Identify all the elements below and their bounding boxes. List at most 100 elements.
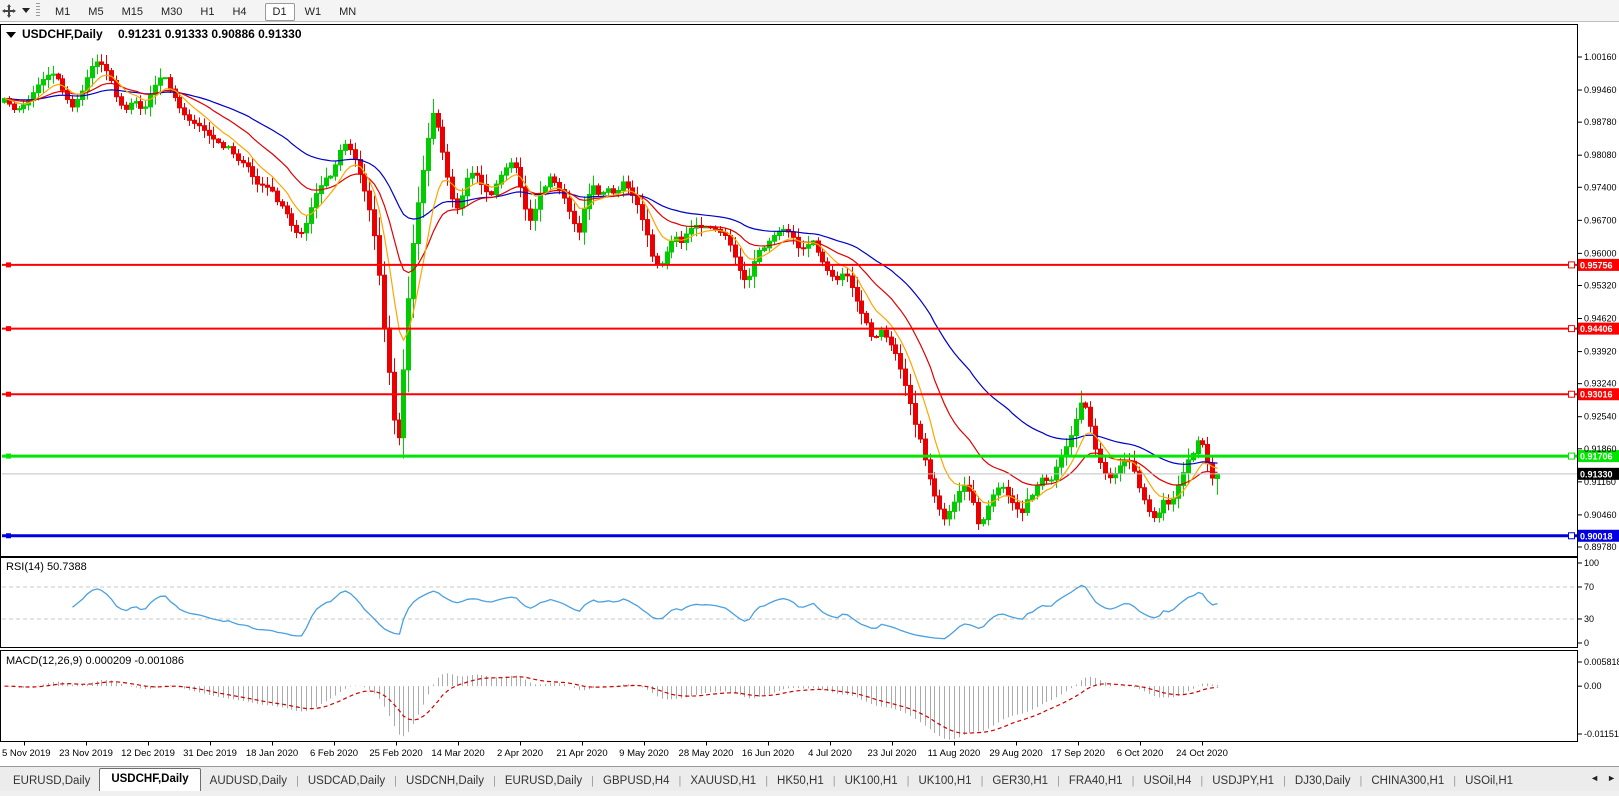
timeframe-button-m15[interactable]: M15 xyxy=(121,5,143,18)
chart-collapse-icon[interactable] xyxy=(6,32,16,38)
tab-usdcad-daily[interactable]: USDCAD,Daily xyxy=(307,775,386,787)
tab-usdchf-daily[interactable]: USDCHF,Daily xyxy=(99,768,201,791)
tab-xauusd-h1[interactable]: XAUUSD,H1 xyxy=(690,775,757,787)
scale-tick-label: 0.98780 xyxy=(1584,117,1617,127)
scale-tick-label: 0.91160 xyxy=(1584,477,1616,487)
candle-body xyxy=(791,231,796,238)
candle-body xyxy=(1166,499,1171,505)
line-left-handle[interactable] xyxy=(6,326,11,332)
timeframe-button-h4[interactable]: H4 xyxy=(232,5,247,18)
candle-body xyxy=(1103,462,1108,474)
candle-body xyxy=(601,191,606,195)
candle-body xyxy=(976,501,981,525)
timeframe-button-w1[interactable]: W1 xyxy=(304,5,322,18)
candle-body xyxy=(767,240,772,249)
tab-divider: | xyxy=(1359,775,1363,787)
tab-usoil-h1[interactable]: USOil,H1 xyxy=(1465,775,1514,787)
tabs-scroll-right-icon[interactable]: ► xyxy=(1607,773,1616,783)
candle-body xyxy=(148,94,153,108)
scale-tick-label: 0.90460 xyxy=(1584,510,1617,520)
tab-divider: | xyxy=(1453,775,1457,787)
tab-divider: | xyxy=(394,775,398,787)
line-left-handle[interactable] xyxy=(6,391,11,397)
moving-average-line-45[interactable] xyxy=(4,89,1218,465)
chevron-down-icon[interactable] xyxy=(22,8,30,13)
moving-average-line-20[interactable] xyxy=(4,82,1218,486)
price-label: 0.94406 xyxy=(1580,324,1613,334)
tab-usdcnh-daily[interactable]: USDCNH,Daily xyxy=(406,775,484,787)
price-scale: 0.95756 0.94406 0.93016 0.91706 0.90018 1.001… xyxy=(1577,52,1619,739)
candle-body xyxy=(645,219,650,236)
tab-uk100-h1[interactable]: UK100,H1 xyxy=(918,775,972,787)
tab-gbpusd-h4[interactable]: GBPUSD,H4 xyxy=(603,775,670,787)
timeframe-button-d1[interactable]: D1 xyxy=(264,2,295,21)
candle-body xyxy=(557,181,562,191)
line-right-handle[interactable] xyxy=(1568,452,1575,460)
candle-body xyxy=(221,142,226,149)
tab-fra40-h1[interactable]: FRA40,H1 xyxy=(1068,775,1123,787)
candle-body xyxy=(621,181,626,191)
tab-usdjpy-h1[interactable]: USDJPY,H1 xyxy=(1212,775,1275,787)
candle-body xyxy=(869,322,874,337)
tab-eurusd-daily[interactable]: EURUSD,Daily xyxy=(504,775,583,787)
candle-body xyxy=(421,169,426,204)
candle-body xyxy=(845,273,850,277)
timeframe-button-m5[interactable]: M5 xyxy=(88,5,104,18)
timeframe-button-h1[interactable]: H1 xyxy=(200,5,215,18)
candle-body xyxy=(270,186,275,192)
tab-divider: | xyxy=(1283,775,1286,787)
macd-scale-label: 0.00 xyxy=(1584,681,1602,691)
tab-audusd-daily[interactable]: AUDUSD,Daily xyxy=(209,775,287,787)
candle-body xyxy=(177,96,182,109)
candle-body xyxy=(893,344,898,355)
candle-body xyxy=(689,227,694,235)
tab-hk50-h1[interactable]: HK50,H1 xyxy=(777,775,824,787)
timeframe-button-m30[interactable]: M30 xyxy=(160,5,183,18)
candle-body xyxy=(431,112,436,139)
candle-body xyxy=(1171,497,1176,505)
date-label: 17 Sep 2020 xyxy=(1051,748,1105,759)
candle-body xyxy=(552,176,557,183)
candle-body xyxy=(367,190,372,211)
line-right-handle[interactable] xyxy=(1568,390,1575,398)
tab-uk100-h1[interactable]: UK100,H1 xyxy=(844,775,898,787)
tab-china300-h1[interactable]: CHINA300,H1 xyxy=(1371,775,1445,787)
tab-usoil-h4[interactable]: USOil,H4 xyxy=(1143,775,1192,787)
tabs-scroll-left-icon[interactable]: ◄ xyxy=(1590,773,1600,783)
candle-body xyxy=(475,172,480,176)
line-left-handle[interactable] xyxy=(6,453,11,459)
chart-area: 0.95756 0.94406 0.93016 0.91706 0.90018 1.001… xyxy=(0,22,1619,766)
candle-body xyxy=(626,181,631,189)
moving-average-line-8[interactable] xyxy=(4,74,1218,504)
candle-body xyxy=(250,166,255,178)
tab-dj30-daily[interactable]: DJ30,Daily xyxy=(1294,775,1351,787)
line-right-handle[interactable] xyxy=(1568,532,1575,540)
candle-body xyxy=(343,143,348,151)
timeframe-button-m1[interactable]: M1 xyxy=(55,5,71,18)
candle-body xyxy=(436,112,441,128)
panel-border xyxy=(0,650,1578,742)
candle-body xyxy=(21,104,26,110)
line-right-handle[interactable] xyxy=(1568,325,1575,333)
candle-body xyxy=(986,505,991,521)
date-axis: 5 Nov 2019 23 Nov 2019 12 Dec 2019 31 Dec 2… xyxy=(2,741,1228,759)
toolbar-grip-handle[interactable] xyxy=(36,3,40,18)
candle-body xyxy=(51,73,56,76)
timeframe-button-mn[interactable]: MN xyxy=(339,5,357,18)
tab-ger30-h1[interactable]: GER30,H1 xyxy=(992,775,1049,787)
candle-body xyxy=(470,172,475,179)
price-chart-svg[interactable]: 0.95756 0.94406 0.93016 0.91706 0.90018 1.001… xyxy=(0,22,1619,766)
line-left-handle[interactable] xyxy=(6,533,11,539)
chart-pan-icon[interactable] xyxy=(0,0,18,21)
candle-body xyxy=(197,122,202,127)
tab-eurusd-daily[interactable]: EURUSD,Daily xyxy=(13,775,91,787)
rsi-scale-label: 0 xyxy=(1584,638,1589,648)
tab-divider: | xyxy=(1131,775,1135,787)
candle-body xyxy=(377,235,382,276)
line-right-handle[interactable] xyxy=(1568,261,1575,269)
candle-body xyxy=(236,153,241,161)
price-label-box xyxy=(1578,322,1619,335)
line-left-handle[interactable] xyxy=(6,262,11,268)
chart-title-ohlc: 0.91231 0.91333 0.90886 0.91330 xyxy=(118,27,302,41)
candle-body xyxy=(533,208,538,221)
